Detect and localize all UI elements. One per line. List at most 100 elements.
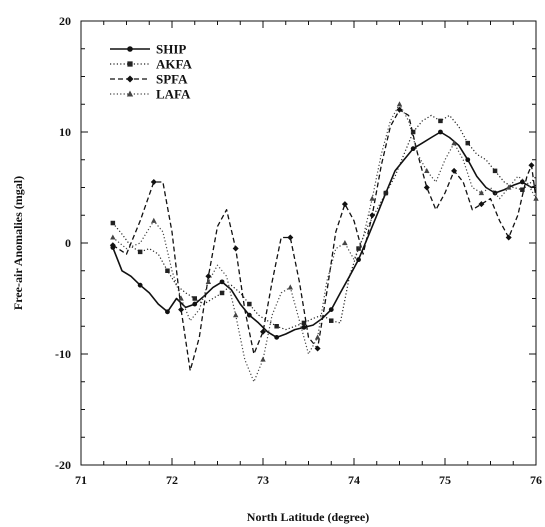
series-akfa	[110, 114, 537, 331]
data-point-diamond	[150, 178, 157, 185]
y-tick-label: 20	[59, 14, 71, 28]
data-point-diamond	[505, 234, 512, 241]
data-point-triangle	[178, 295, 184, 301]
data-point-diamond	[178, 306, 185, 313]
data-point-diamond	[314, 345, 321, 352]
data-point-circle	[274, 334, 280, 340]
legend-item-ship: SHIP	[110, 42, 186, 57]
data-point-circle	[137, 282, 143, 288]
series-ship	[110, 129, 537, 340]
data-point-circle	[165, 309, 170, 315]
data-point-diamond	[287, 234, 294, 241]
series-line-akfa	[112, 114, 537, 331]
series-spfa	[109, 106, 537, 372]
data-point-circle	[127, 46, 133, 52]
series-line-spfa	[112, 109, 537, 372]
legend-label-akfa: AKFA	[156, 57, 192, 72]
data-point-diamond	[109, 242, 116, 249]
data-point-square	[492, 168, 498, 174]
x-axis-label: North Latitude (degree)	[247, 510, 369, 524]
data-point-triangle	[533, 195, 539, 201]
data-point-square	[247, 301, 252, 307]
x-tick-label: 76	[530, 473, 542, 487]
data-point-square	[465, 140, 470, 146]
data-point-square	[192, 296, 197, 301]
data-point-diamond	[205, 273, 212, 280]
data-point-circle	[356, 257, 361, 263]
y-tick-label: 0	[65, 236, 71, 250]
data-point-circle	[328, 307, 334, 312]
data-point-triangle	[151, 217, 157, 223]
data-point-square	[438, 118, 443, 124]
data-point-circle	[246, 312, 252, 318]
data-point-square	[274, 324, 279, 329]
data-point-triangle	[478, 190, 485, 196]
legend-label-lafa: LAFA	[156, 87, 191, 102]
x-tick-label: 74	[348, 473, 360, 487]
data-point-diamond	[260, 328, 266, 335]
legend-item-spfa: SPFA	[110, 72, 188, 87]
data-point-diamond	[528, 162, 535, 169]
data-point-square	[356, 246, 361, 251]
data-point-circle	[192, 301, 198, 307]
legend-label-ship: SHIP	[156, 42, 186, 57]
data-point-square	[219, 290, 225, 296]
legend-item-lafa: LAFA	[110, 87, 191, 102]
data-point-triangle	[287, 284, 293, 290]
data-point-circle	[465, 157, 471, 163]
plot-frame	[80, 20, 537, 466]
series-line-lafa	[112, 103, 537, 383]
legend-label-spfa: SPFA	[156, 72, 188, 87]
data-point-square	[137, 249, 143, 255]
x-tick-label: 75	[439, 473, 451, 487]
data-point-diamond	[126, 75, 134, 83]
legend-item-akfa: AKFA	[110, 57, 192, 72]
x-tick-label: 72	[166, 473, 178, 487]
data-point-circle	[438, 129, 443, 135]
y-tick-label: 10	[59, 125, 71, 139]
data-point-square	[410, 129, 416, 135]
data-point-diamond	[478, 201, 485, 208]
data-point-circle	[219, 279, 225, 285]
data-point-diamond	[396, 106, 403, 113]
series-layer	[109, 101, 539, 383]
data-point-triangle	[314, 334, 321, 340]
y-tick-label: -20	[55, 458, 71, 472]
data-point-diamond	[232, 245, 239, 252]
series-line-ship	[112, 131, 537, 339]
data-point-triangle	[451, 140, 457, 146]
y-tick-label: -10	[55, 347, 71, 361]
data-point-diamond	[451, 167, 458, 174]
data-point-triangle	[369, 195, 375, 201]
axis-ticks: 71 72 73 74 75 76 -20 -10 0 10 20	[55, 14, 542, 487]
data-point-circle	[519, 179, 525, 185]
data-point-square	[165, 268, 170, 273]
data-point-triangle	[126, 90, 134, 97]
data-point-triangle	[260, 356, 266, 362]
data-point-square	[520, 187, 525, 192]
x-tick-label: 73	[257, 473, 269, 487]
data-point-triangle	[342, 240, 348, 246]
data-point-diamond	[341, 201, 348, 208]
data-point-diamond	[369, 212, 376, 219]
data-point-triangle	[506, 184, 512, 190]
series-lafa	[110, 101, 539, 383]
data-point-square	[110, 220, 116, 226]
data-point-diamond	[423, 184, 430, 191]
data-point-circle	[410, 146, 416, 152]
data-point-triangle	[233, 312, 239, 318]
data-point-square	[383, 190, 389, 196]
data-point-circle	[492, 190, 498, 196]
data-point-circle	[301, 324, 307, 330]
data-point-square	[329, 318, 334, 323]
data-point-square	[127, 61, 133, 67]
data-point-triangle	[424, 167, 430, 173]
data-point-triangle	[110, 234, 116, 240]
data-point-square	[301, 320, 307, 326]
x-tick-label: 71	[75, 473, 87, 487]
y-axis-label: Free-air Anomalies (mgal)	[11, 176, 25, 310]
data-point-triangle	[205, 278, 212, 284]
data-point-triangle	[396, 101, 403, 107]
